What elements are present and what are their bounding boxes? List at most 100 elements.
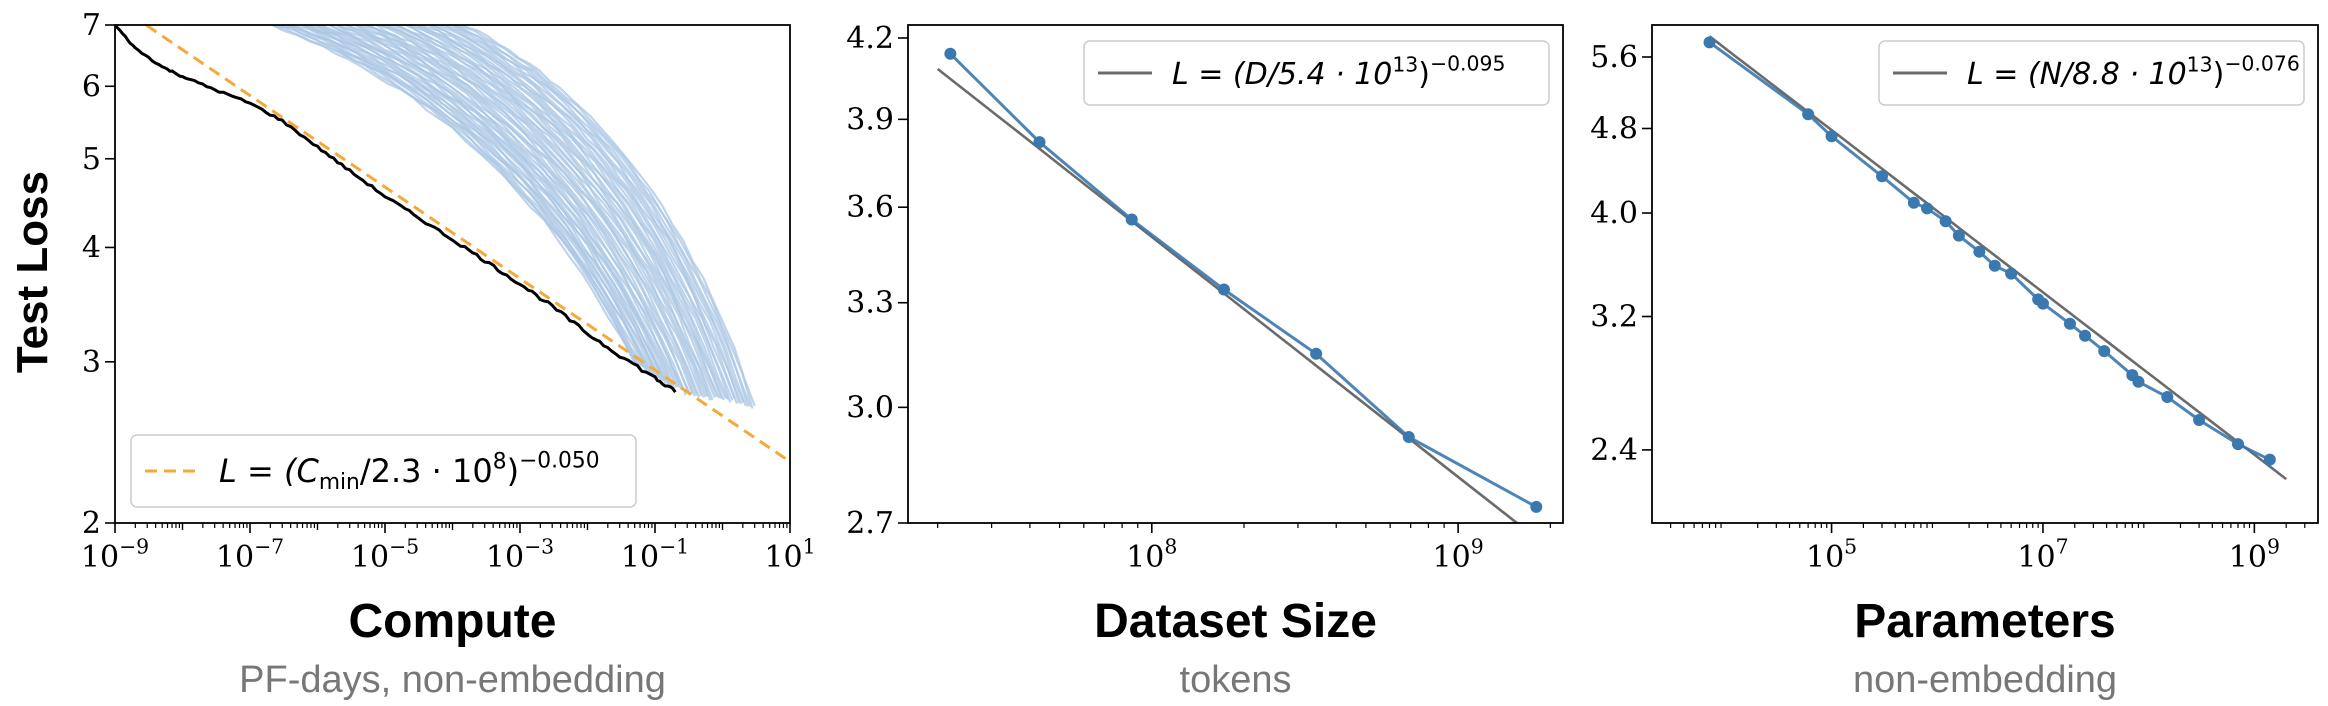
x-tick-label-base: 10	[351, 540, 389, 575]
data-point	[2079, 329, 2092, 342]
data-point	[944, 47, 957, 60]
x-tick-label-base: 10	[764, 540, 802, 575]
x-tick-label-exponent: 9	[2267, 535, 2280, 559]
learning-curve	[319, 25, 669, 385]
learning-curve	[426, 25, 734, 401]
learning-curve	[389, 25, 712, 401]
learning-curve	[420, 25, 732, 403]
y-tick-label: 4.0	[1590, 196, 1638, 231]
learning-curve	[429, 25, 736, 400]
data-point	[2036, 297, 2049, 310]
data-point	[2005, 267, 2018, 280]
legend-text-close: )	[507, 452, 519, 490]
panel-parameters: 105 107 1092.43.24.04.85.6Parametersnon-em…	[1590, 24, 2319, 701]
learning-curve	[298, 25, 654, 375]
y-tick-label: 2.7	[846, 506, 894, 541]
learning-curve	[450, 25, 750, 407]
learning-curve	[303, 25, 661, 379]
x-tick-label-base: 10	[1433, 540, 1471, 575]
data-point	[1825, 130, 1838, 143]
legend-box	[1083, 40, 1550, 106]
legend-text: L = (N/8.8 · 10	[1967, 57, 2187, 92]
learning-curve	[440, 25, 743, 405]
data-point	[2263, 453, 2276, 466]
legend-text: L = (C	[219, 452, 319, 490]
x-axis-subtitle: PF-days, non-embedding	[239, 659, 666, 701]
data-point	[2098, 345, 2111, 358]
axes-frame	[1651, 24, 2319, 524]
learning-curve	[364, 25, 698, 396]
y-tick-label: 3.9	[846, 102, 894, 137]
x-tick-label: 10−9	[81, 535, 149, 576]
y-tick-label: 4.2	[846, 21, 894, 56]
y-tick-label: 4.8	[1590, 111, 1638, 146]
x-tick-label-base: 10	[81, 540, 119, 575]
legend-label: L = (Cmin/2.3 · 108)−0.050	[219, 449, 600, 495]
legend-box	[1878, 40, 2305, 106]
learning-curve	[350, 25, 687, 396]
x-tick-label-exponent: −7	[254, 535, 284, 559]
legend-superscript: 13	[1392, 52, 1418, 76]
legend-exponent: −0.050	[519, 449, 600, 474]
data-series-line	[1708, 41, 2271, 462]
data-point	[1033, 136, 1046, 149]
y-tick-label: 3.6	[846, 190, 894, 225]
legend-exponent: −0.095	[1430, 52, 1505, 76]
learning-curve	[384, 25, 710, 397]
learning-curve	[325, 25, 672, 387]
legend-superscript: 8	[493, 450, 507, 475]
legend-subscript: min	[319, 470, 360, 495]
legend-label: L = (N/8.8 · 1013)−0.076	[1967, 52, 2300, 93]
learning-curve	[400, 25, 718, 398]
legend-text-close: )	[1418, 57, 1430, 92]
y-tick-label: 6	[82, 69, 101, 104]
legend-text-close: )	[2213, 57, 2225, 92]
x-axis-title: Parameters	[1854, 595, 2116, 648]
y-tick-label: 3.2	[1590, 299, 1638, 334]
plot-area	[115, 25, 790, 463]
x-axis-title: Dataset Size	[1094, 595, 1377, 648]
x-tick-label-base: 10	[216, 540, 254, 575]
learning-curve	[272, 25, 641, 367]
data-point	[2193, 413, 2206, 426]
x-tick-label: 10−5	[351, 535, 419, 576]
x-tick-label-base: 10	[621, 540, 659, 575]
learning-curve	[352, 25, 690, 392]
data-point	[1907, 196, 1920, 209]
learning-curve	[414, 25, 727, 400]
x-tick-label-exponent: −1	[659, 535, 689, 559]
x-tick-label-base: 10	[2017, 540, 2055, 575]
data-point	[1310, 347, 1323, 360]
legend-box	[130, 434, 637, 508]
learning-curve	[372, 25, 701, 398]
y-tick-label: 3.0	[846, 390, 894, 425]
data-point	[2161, 391, 2174, 404]
learning-curve	[454, 25, 752, 407]
legend-text-middle: /2.3 · 10	[360, 452, 493, 490]
plot-area	[936, 47, 1543, 523]
power-law-fit-line	[936, 67, 1520, 523]
x-tick-label: 107	[2017, 535, 2068, 576]
data-point	[1921, 202, 1934, 215]
x-tick-label-exponent: −5	[389, 535, 419, 559]
x-tick-label-base: 10	[2229, 540, 2267, 575]
data-point	[1802, 108, 1815, 121]
data-point	[1703, 36, 1716, 49]
x-tick-label: 109	[1433, 535, 1484, 576]
data-point	[2132, 375, 2145, 388]
x-tick-label: 10−1	[621, 535, 689, 576]
data-point	[1952, 229, 1965, 242]
x-tick-label: 105	[1806, 535, 1857, 576]
x-tick-label-exponent: 9	[1471, 535, 1484, 559]
y-tick-label: 5	[82, 142, 101, 177]
y-tick-label: 7	[82, 8, 101, 43]
learning-curve	[362, 25, 694, 395]
data-point	[1876, 170, 1889, 183]
learning-curve	[375, 25, 703, 396]
learning-curve	[334, 25, 676, 391]
data-point	[1217, 283, 1230, 296]
x-tick-label-base: 10	[486, 540, 524, 575]
data-point	[1530, 500, 1543, 513]
learning-curve	[456, 25, 754, 409]
